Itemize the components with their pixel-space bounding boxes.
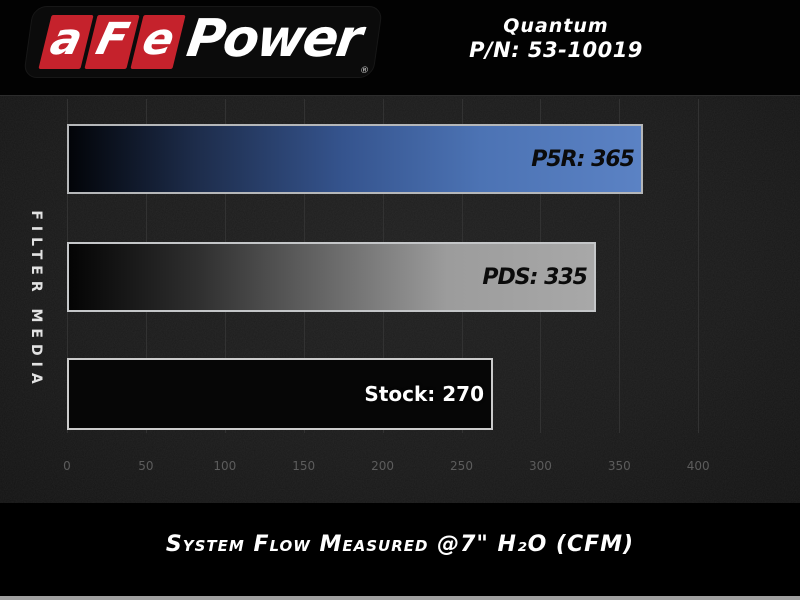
bar-label-stock: Stock: 270 [364, 382, 484, 406]
gridline-400 [698, 99, 700, 433]
footer: System Flow Measured @7" H₂O (CFM) [0, 503, 800, 600]
bar-label-pds: PDS: 335 [482, 264, 588, 290]
afe-power-logo: a F e Power ® [22, 6, 384, 78]
bottom-divider [0, 596, 800, 600]
x-tick-label-100: 100 [213, 459, 237, 473]
gridline-350 [619, 99, 621, 433]
logo-tile-e: e [130, 14, 186, 69]
x-tick-label-350: 350 [607, 459, 631, 473]
x-tick-label-150: 150 [292, 459, 316, 473]
product-info: Quantum P/N: 53-10019 [469, 15, 643, 62]
x-tick-label-0: 0 [63, 459, 71, 473]
x-tick-label-250: 250 [450, 459, 473, 473]
bar-pds: PDS: 335 [67, 242, 596, 312]
bar-label-p5r: P5R: 365 [531, 146, 635, 172]
bar-p5r: P5R: 365 [67, 124, 643, 194]
x-tick-label-300: 300 [528, 459, 552, 473]
registered-trademark-icon: ® [359, 66, 370, 76]
x-tick-label-400: 400 [686, 459, 710, 473]
header: a F e Power ® Quantum P/N: 53-10019 [0, 0, 800, 95]
x-axis-caption: System Flow Measured @7" H₂O (CFM) [165, 532, 635, 557]
product-name: Quantum [503, 15, 609, 37]
product-part-number: P/N: 53-10019 [469, 38, 643, 62]
logo-red-tiles: a F e [38, 14, 186, 69]
x-tick-label-50: 50 [138, 459, 154, 473]
x-tick-label-200: 200 [371, 459, 395, 473]
chart-panel: FILTER MEDIA P5R: 365 PDS: 335 Stock: 270 … [0, 95, 800, 503]
logo-power-text: Power [183, 9, 365, 69]
y-axis-label: FILTER MEDIA [28, 210, 44, 390]
bar-stock: Stock: 270 [67, 358, 493, 430]
